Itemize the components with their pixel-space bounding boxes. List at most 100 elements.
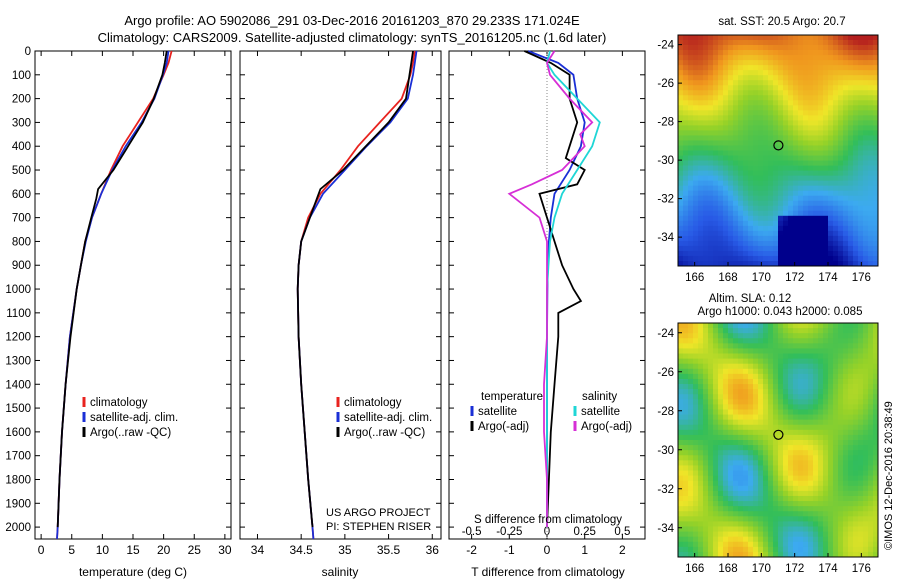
map-cell xyxy=(868,180,874,187)
map-cell xyxy=(783,75,789,81)
map-cell xyxy=(678,190,684,197)
map-cell xyxy=(688,363,694,370)
map-cell xyxy=(833,465,839,471)
map-cell xyxy=(813,175,819,182)
map-cell xyxy=(783,521,789,527)
sst-argo-marker xyxy=(773,140,784,151)
map-cell xyxy=(798,65,804,71)
map-cell xyxy=(703,185,709,192)
map-cell xyxy=(703,536,709,543)
map-cell xyxy=(858,155,864,161)
map-cell xyxy=(703,195,709,202)
map-cell xyxy=(853,75,859,81)
map-cell xyxy=(728,235,734,242)
map-cell xyxy=(778,394,784,400)
map-cell xyxy=(808,485,814,492)
map-cell xyxy=(868,245,874,252)
map-cell xyxy=(708,358,714,365)
map-cell xyxy=(768,175,774,182)
map-cell xyxy=(693,429,699,436)
map-cell xyxy=(813,516,819,522)
map-cell xyxy=(683,495,689,502)
map-cell xyxy=(778,45,784,51)
map-cell xyxy=(703,434,709,441)
map-cell xyxy=(753,516,759,522)
map-cell xyxy=(868,225,874,232)
map-cell xyxy=(873,135,879,141)
map-cell xyxy=(778,215,784,222)
map-cell xyxy=(863,210,869,217)
map-cell xyxy=(768,404,774,410)
map-cell xyxy=(753,531,759,538)
map-cell xyxy=(813,409,819,415)
map-cell xyxy=(758,200,764,207)
map-cell xyxy=(733,506,739,512)
map-cell xyxy=(808,460,814,466)
map-cell xyxy=(833,373,839,380)
map-cell xyxy=(813,135,819,141)
map-cell xyxy=(748,160,754,166)
map-cell xyxy=(748,404,754,410)
map-cell xyxy=(683,205,689,212)
map-cell xyxy=(713,245,719,252)
map-cell xyxy=(738,155,744,161)
map-cell xyxy=(718,343,724,349)
map-cell xyxy=(823,230,829,237)
map-cell xyxy=(853,526,859,532)
map-cell xyxy=(738,348,744,354)
map-cell xyxy=(763,429,769,436)
map-cell xyxy=(733,135,739,141)
map-cell xyxy=(733,225,739,232)
map-cell xyxy=(783,450,789,456)
map-cell xyxy=(873,230,879,237)
map-cell xyxy=(813,460,819,466)
map-cell xyxy=(753,240,759,247)
map-cell xyxy=(818,260,824,267)
map-cell xyxy=(768,460,774,466)
map-cell xyxy=(808,160,814,166)
map-cell xyxy=(708,230,714,237)
map-cell xyxy=(823,455,829,461)
map-cell xyxy=(848,55,854,61)
map-cell xyxy=(828,338,834,344)
map-cell xyxy=(693,45,699,51)
map-cell xyxy=(748,230,754,237)
map-cell xyxy=(698,521,704,527)
map-cell xyxy=(833,333,839,339)
map-cell xyxy=(728,323,734,329)
map-cell xyxy=(753,110,759,116)
map-cell xyxy=(708,120,714,126)
map-cell xyxy=(703,110,709,116)
map-cell xyxy=(863,160,869,166)
map-cell xyxy=(838,536,844,543)
map-cell xyxy=(678,501,684,507)
map-cell xyxy=(833,440,839,446)
map-cell xyxy=(818,551,824,558)
map-cell xyxy=(853,150,859,156)
map-cell xyxy=(813,445,819,451)
map-cell xyxy=(703,506,709,512)
map-cell xyxy=(868,210,874,217)
map-cell xyxy=(693,526,699,532)
map-cell xyxy=(748,205,754,212)
map-cell xyxy=(723,45,729,51)
map-cell xyxy=(703,240,709,247)
map-cell xyxy=(758,55,764,61)
map-cell xyxy=(803,333,809,339)
map-cell xyxy=(873,65,879,71)
map-cell xyxy=(788,378,794,385)
map-cell xyxy=(748,526,754,532)
map-cell xyxy=(738,333,744,339)
map-cell xyxy=(753,506,759,512)
map-cell xyxy=(683,338,689,344)
map-cell xyxy=(813,353,819,360)
map-cell xyxy=(868,348,874,354)
map-cell xyxy=(843,409,849,415)
map-cell xyxy=(773,215,779,222)
map-cell xyxy=(873,475,879,482)
map-cell xyxy=(758,95,764,101)
map-cell xyxy=(818,190,824,197)
map-cell xyxy=(698,450,704,456)
map-cell xyxy=(778,150,784,156)
map-cell xyxy=(738,210,744,217)
